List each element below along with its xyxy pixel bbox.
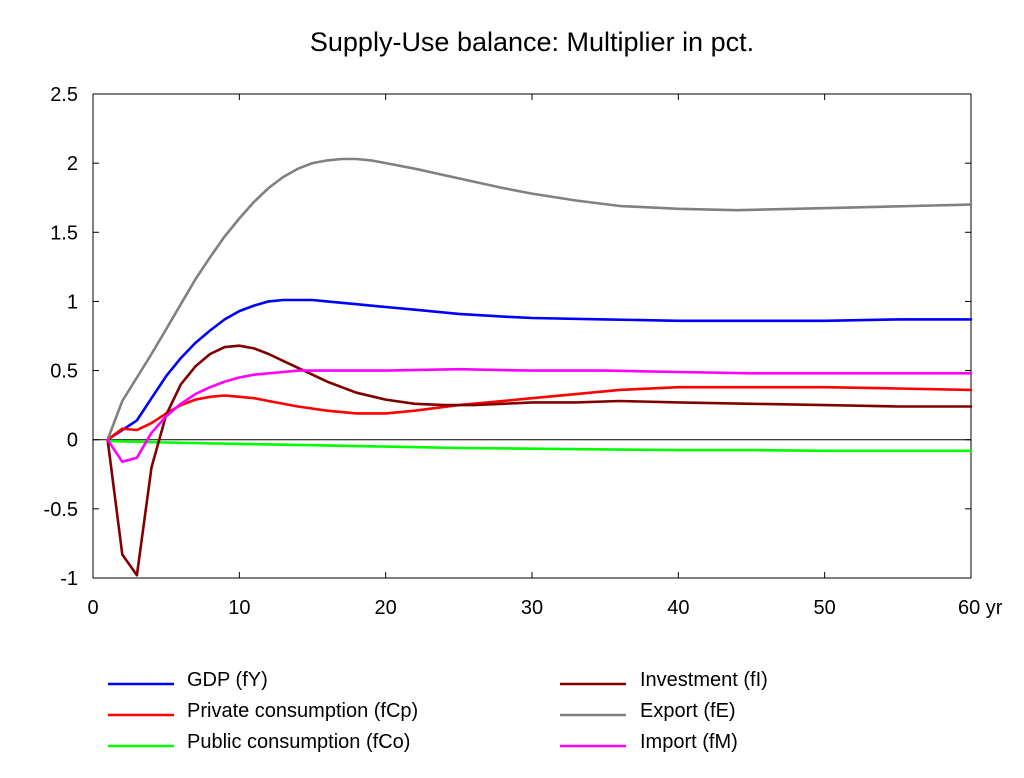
x-tick-label: 50 — [814, 597, 836, 619]
x-tick-label: 20 — [375, 597, 397, 619]
y-tick-label: 1 — [67, 291, 78, 313]
plot-frame — [92, 93, 972, 579]
y-tick-label: 2.5 — [50, 84, 78, 106]
x-tick-label: 60 yr — [958, 597, 1003, 619]
y-tick-label: 1.5 — [50, 222, 78, 244]
plot-area: -1 -0.5 0 0.5 1 1.5 2 2.5 0 10 20 30 40 50 60 yr — [44, 84, 1003, 619]
legend-label: Import (fM) — [640, 731, 738, 753]
legend-label: GDP (fY) — [187, 669, 268, 691]
y-tick-label: -0.5 — [44, 499, 78, 521]
y-tick-label: 0 — [67, 430, 78, 452]
x-tick-label: 10 — [228, 597, 250, 619]
series-line-5 — [106, 367, 973, 464]
x-tick-label: 30 — [521, 597, 543, 619]
legend-label: Investment (fI) — [640, 669, 768, 691]
legend: GDP (fY) Private consumption (fCp) Public … — [108, 669, 768, 753]
legend-label: Export (fE) — [640, 700, 736, 722]
y-tick-label: -1 — [60, 568, 78, 590]
x-tick-label: 0 — [87, 597, 98, 619]
legend-label: Public consumption (fCo) — [187, 731, 410, 753]
series-line-0 — [106, 298, 973, 442]
series-line-2 — [106, 439, 973, 453]
series-line-3 — [106, 344, 973, 577]
y-tick-label: 0.5 — [50, 361, 78, 383]
legend-label: Private consumption (fCp) — [187, 700, 418, 722]
series-line-4 — [106, 157, 973, 442]
y-tick-label: 2 — [67, 153, 78, 175]
chart-title: Supply-Use balance: Multiplier in pct. — [310, 27, 754, 57]
x-tick-label: 40 — [667, 597, 689, 619]
series-line-1 — [106, 385, 973, 442]
